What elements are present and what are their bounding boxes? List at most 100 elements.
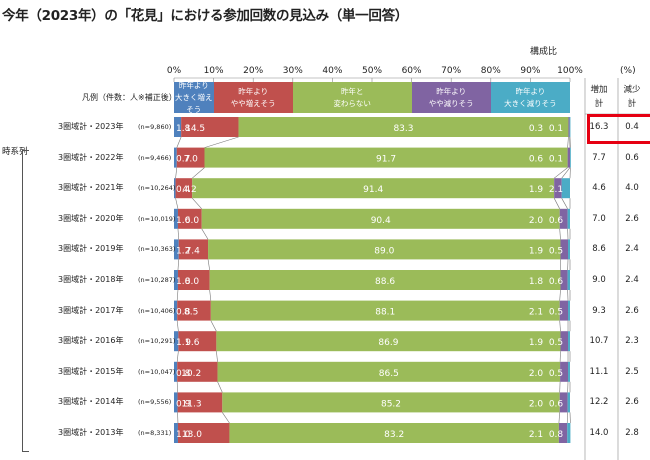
bar-segment bbox=[181, 117, 239, 137]
bar-segment bbox=[558, 423, 568, 443]
legend-item-label: 昨年と bbox=[340, 86, 364, 96]
bar-value-label: 91.7 bbox=[376, 155, 396, 165]
highlight-box bbox=[587, 114, 650, 144]
connector-line bbox=[222, 412, 230, 424]
connector-line bbox=[567, 136, 569, 148]
bar-value-label: 2.0 bbox=[529, 216, 544, 226]
bar-segment bbox=[174, 361, 178, 382]
bar-value-label: 88.6 bbox=[375, 277, 395, 287]
bar-segment bbox=[560, 331, 569, 352]
connector-line bbox=[177, 259, 180, 271]
bar-value-label: 1.1 bbox=[176, 338, 190, 348]
row-sample-size: (n=9,466) bbox=[138, 153, 172, 162]
bar-segment bbox=[174, 423, 178, 443]
increase-total-value: 4.6 bbox=[592, 183, 606, 194]
bar-segment bbox=[174, 300, 178, 321]
bar-value-label: 0.6 bbox=[549, 277, 564, 287]
legend-item-label: 変わらない bbox=[333, 98, 371, 108]
x-tick-label: 0% bbox=[166, 66, 182, 76]
bar-value-label: 83.2 bbox=[384, 430, 404, 440]
decrease-total-value: 2.5 bbox=[625, 366, 639, 377]
bar-segment bbox=[174, 239, 179, 260]
bar-value-label: 4.2 bbox=[182, 185, 196, 195]
bar-value-label: 86.9 bbox=[378, 338, 398, 348]
connector-line bbox=[176, 320, 179, 332]
increase-total-value: 16.3 bbox=[589, 122, 609, 132]
row-label: 3圏域計・2021年 bbox=[58, 183, 124, 193]
legend-item: 昨年より 大きく増えそう bbox=[174, 80, 214, 114]
increase-total-value: 8.6 bbox=[592, 244, 606, 255]
bar-segment bbox=[174, 208, 178, 229]
x-tick-label: 80% bbox=[480, 66, 501, 76]
row-label: 3圏域計・2014年 bbox=[58, 397, 124, 407]
x-tick-label: 40% bbox=[322, 66, 343, 76]
bar-value-label: 88.1 bbox=[375, 308, 395, 318]
chart-title: 今年（2023年）の「花見」における参加回数の見込み（単一回答） bbox=[2, 8, 408, 24]
connector-line bbox=[559, 228, 561, 240]
increase-total-value: 10.7 bbox=[589, 336, 609, 347]
bar-segment bbox=[177, 423, 230, 443]
connector-line bbox=[561, 167, 571, 179]
bar-value-label: 0.9 bbox=[176, 399, 191, 409]
bar-value-label: 0.8 bbox=[176, 369, 191, 379]
bar-segment bbox=[559, 208, 568, 229]
row-sample-size: (n=10,291) bbox=[138, 337, 176, 346]
row-sample-size: (n=10,363) bbox=[138, 245, 176, 254]
bar-segment bbox=[567, 423, 571, 443]
bar-segment bbox=[568, 331, 570, 352]
connector-line bbox=[204, 136, 239, 148]
connector-line bbox=[192, 167, 205, 179]
bar-segment bbox=[178, 239, 209, 260]
legend-item-label: 昨年より bbox=[178, 80, 209, 90]
connector-line bbox=[191, 197, 202, 210]
connector-line bbox=[177, 228, 180, 240]
connector-line bbox=[217, 381, 223, 393]
bar-segment bbox=[229, 423, 559, 443]
row-sample-size: (n=10,406) bbox=[138, 306, 176, 315]
increase-total-value: 9.0 bbox=[592, 275, 606, 285]
legend-item: 昨年より 大きく減りそう bbox=[490, 82, 570, 113]
bar-value-label: 0.6 bbox=[549, 399, 564, 409]
row-label: 3圏域計・2016年 bbox=[58, 336, 124, 346]
x-tick-label: 100% bbox=[557, 66, 583, 76]
connector-line bbox=[175, 198, 179, 209]
bar-segment bbox=[217, 361, 561, 382]
decrease-total-value: 2.4 bbox=[625, 275, 639, 285]
legend-item-label: やや減りそう bbox=[428, 98, 474, 108]
x-tick-label: 90% bbox=[520, 66, 541, 76]
bar-value-label: 2.1 bbox=[549, 185, 563, 195]
bar-value-label: 1.0 bbox=[176, 277, 191, 287]
bar-value-label: 0.5 bbox=[549, 369, 563, 379]
bar-value-label: 1.8 bbox=[529, 277, 544, 287]
decrease-total-header: 減少 計 bbox=[623, 85, 641, 109]
bar-value-label: 1.0 bbox=[176, 216, 191, 226]
bar-segment bbox=[208, 239, 561, 260]
row-sample-size: (n=8,331) bbox=[138, 429, 172, 437]
legend-title: 凡例（件数：人※補正後） bbox=[82, 93, 177, 102]
bar-segment bbox=[559, 392, 568, 413]
connector-line bbox=[210, 320, 217, 332]
increase-total-value: 12.2 bbox=[589, 397, 609, 408]
bar-segment bbox=[570, 147, 571, 168]
legend-item: 昨年より やや増えそう bbox=[213, 82, 293, 113]
bar-value-label: 0.1 bbox=[549, 124, 563, 134]
bar-value-label: 8.5 bbox=[184, 308, 198, 318]
decrease-total-value: 2.6 bbox=[625, 305, 639, 316]
bar-segment bbox=[567, 208, 570, 229]
increase-total-header: 増加 計 bbox=[590, 85, 608, 109]
bar-segment bbox=[568, 239, 570, 260]
connector-line bbox=[561, 198, 568, 209]
bar-segment bbox=[192, 178, 555, 199]
bar-value-label: 0.3 bbox=[529, 124, 543, 134]
legend-item: 昨年と 変わらない bbox=[292, 82, 412, 113]
decrease-total-value: 4.0 bbox=[625, 183, 639, 194]
increase-total-value: 7.7 bbox=[592, 152, 606, 163]
bar-value-label: 83.3 bbox=[393, 124, 413, 134]
bar-segment bbox=[177, 392, 223, 413]
series-bracket bbox=[22, 150, 29, 452]
bar-segment bbox=[567, 270, 570, 290]
bar-segment bbox=[174, 178, 176, 199]
bar-segment bbox=[174, 147, 177, 168]
bar-value-label: 0.8 bbox=[176, 308, 191, 318]
row-sample-size: (n=10,047) bbox=[138, 367, 176, 376]
